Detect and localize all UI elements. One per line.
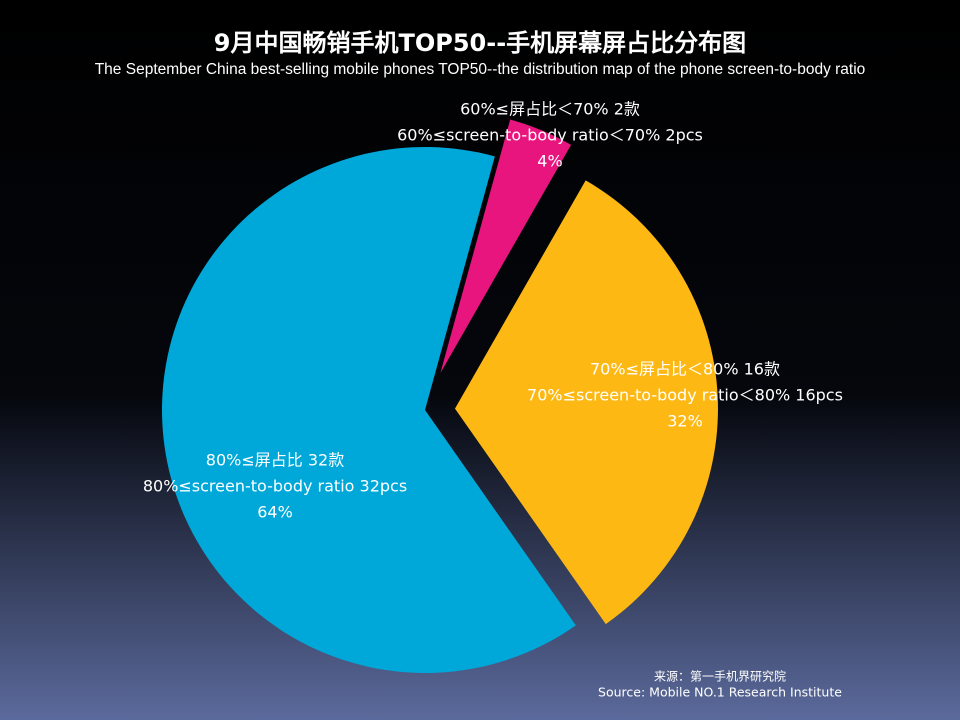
slice-label: 80%≤screen-to-body ratio 32pcs: [143, 477, 407, 496]
data-label: 64%: [257, 503, 293, 522]
pie-slice: [440, 119, 572, 374]
pie-slice: [162, 146, 576, 674]
slice-label: 70%≤屏占比＜80% 16款: [590, 360, 780, 379]
chart-subtitle: The September China best-selling mobile …: [95, 61, 866, 78]
data-label: 4%: [537, 152, 562, 171]
pie-slice: [454, 180, 718, 625]
slice-label: 60%≤屏占比＜70% 2款: [460, 100, 640, 119]
slice-label: 80%≤屏占比 32款: [206, 451, 344, 470]
chart-title: 9月中国畅销手机TOP50--手机屏幕屏占比分布图: [214, 29, 746, 57]
source: Source: Mobile NO.1 Research Institute: [598, 685, 842, 700]
data-label: 32%: [667, 412, 703, 431]
slice-label: 60%≤screen-to-body ratio＜70% 2pcs: [397, 126, 703, 145]
slice-label: 70%≤screen-to-body ratio＜80% 16pcs: [527, 386, 843, 405]
source: 来源：第一手机界研究院: [654, 669, 786, 684]
